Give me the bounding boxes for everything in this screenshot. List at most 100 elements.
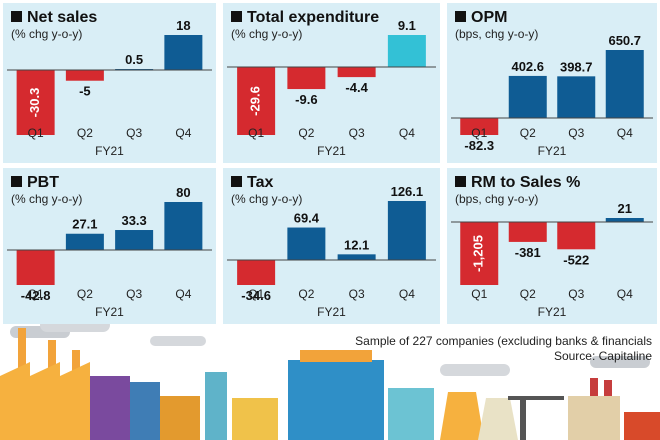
bar-q2 [508,75,547,118]
chart-title: PBT [27,174,59,191]
factory-building [0,362,90,440]
smoke-cloud [150,336,206,346]
bar-q2 [287,67,326,90]
bar-q3 [557,76,596,118]
bar-q3 [557,222,596,250]
bar-q4 [605,50,644,118]
tick-label-q1: Q1 [28,126,44,140]
chimney [590,378,598,396]
cooling-tower [440,392,484,440]
tick-label-q4: Q4 [175,126,191,140]
tick-label-q3: Q3 [126,287,142,301]
chimney [48,340,56,374]
title-square-icon [11,11,22,22]
value-label-q1: -42.8 [21,288,51,303]
tick-label-q3: Q3 [349,126,365,140]
value-label-q4: 18 [176,18,190,33]
smoke-cloud [440,364,510,376]
bar-q4 [387,201,426,260]
value-label-q1: -29.6 [248,86,263,116]
bar-q1 [460,118,499,135]
bar-q1 [237,67,276,135]
chart-subtitle: (bps, chg y-o-y) [455,192,538,206]
value-label-q2: -381 [515,245,541,260]
value-label-q4: 126.1 [391,184,424,199]
chart-title: RM to Sales % [471,174,580,191]
tick-label-q2: Q2 [77,126,93,140]
value-label-q3: -522 [563,252,589,267]
chart-subtitle: (% chg y-o-y) [231,27,302,41]
bar-q1 [237,260,276,285]
chart-panel-6: RM to Sales %(bps, chg y-o-y) -1,205 Q1 -38… [447,168,657,324]
tick-label-q4: Q4 [399,287,415,301]
value-label-q1: -30.3 [27,88,42,118]
chart-panel-1: Net sales(% chg y-o-y) -30.3 Q1 -5 Q2 0.5 Q3 18… [3,3,216,163]
chart-title: OPM [471,9,507,26]
cooling-building [388,388,434,440]
value-label-q3: 398.7 [560,59,593,74]
chart-subtitle: (% chg y-o-y) [231,192,302,206]
chart-title: Total expenditure [247,9,379,26]
bar-q2 [65,70,104,81]
chimney [72,350,80,378]
value-label-q1: -1,205 [471,235,486,272]
title-square-icon [455,176,466,187]
value-label-q2: -5 [79,84,91,99]
bar-q3 [115,230,154,250]
title-square-icon [455,11,466,22]
chart-subtitle: (% chg y-o-y) [11,27,82,41]
value-label-q1: -34.6 [241,288,271,303]
bar-q1 [16,250,55,285]
x-axis-label: FY21 [538,305,567,319]
tick-label-q2: Q2 [520,287,536,301]
x-axis-label: FY21 [95,144,124,158]
tank [624,412,660,440]
bar-q4 [164,35,203,70]
tick-label-q2: Q2 [520,126,536,140]
tick-label-q2: Q2 [77,287,93,301]
industrial-skyline-illustration [0,318,660,440]
value-label-q3: 0.5 [125,52,143,67]
chart-panel-4: PBT(% chg y-o-y) -42.8Q1 27.1 Q2 33.3 Q3 80 Q4 F… [3,168,216,324]
x-axis-label: FY21 [317,144,346,158]
value-label-q2: 27.1 [72,217,97,232]
chart-title: Net sales [27,9,97,26]
chart-panel-5: Tax(% chg y-o-y) -34.6Q1 69.4 Q2 12.1 Q3 126.1… [223,168,440,324]
value-label-q4: 9.1 [398,18,416,33]
plant-roof [300,350,372,362]
x-axis-label: FY21 [538,144,567,158]
tick-label-q2: Q2 [298,287,314,301]
bar-q4 [164,202,203,250]
chart-subtitle: (% chg y-o-y) [11,192,82,206]
value-label-q3: 33.3 [121,213,146,228]
tick-label-q1: Q1 [471,126,487,140]
tick-label-q4: Q4 [617,287,633,301]
tick-label-q1: Q1 [471,287,487,301]
bar-q4 [605,218,644,222]
source-note: Source: Capitaline [554,349,652,363]
tick-label-q3: Q3 [568,126,584,140]
value-label-q3: 12.1 [344,237,369,252]
office-tower [130,382,160,440]
chart-panel-3: OPM(bps, chg y-o-y) -82.3Q1 402.6 Q2 398.7 Q3… [447,3,657,163]
bar-q2 [65,233,104,250]
title-square-icon [231,176,242,187]
tick-label-q1: Q1 [248,287,264,301]
bar-q4 [387,35,426,67]
value-label-q1: -82.3 [464,138,494,153]
tick-label-q3: Q3 [126,126,142,140]
cooling-tower [478,398,518,440]
bar-q3 [337,254,376,260]
chart-subtitle: (bps, chg y-o-y) [455,27,538,41]
factory-building-right [568,396,620,440]
tick-label-q4: Q4 [399,126,415,140]
value-label-q2: 402.6 [511,59,544,74]
value-label-q4: 650.7 [608,33,641,48]
sample-note: Sample of 227 companies (excluding banks… [355,334,652,348]
tick-label-q4: Q4 [617,126,633,140]
tank [160,396,200,440]
value-label-q2: -9.6 [295,92,317,107]
smoke-cloud [590,356,650,368]
title-square-icon [231,11,242,22]
